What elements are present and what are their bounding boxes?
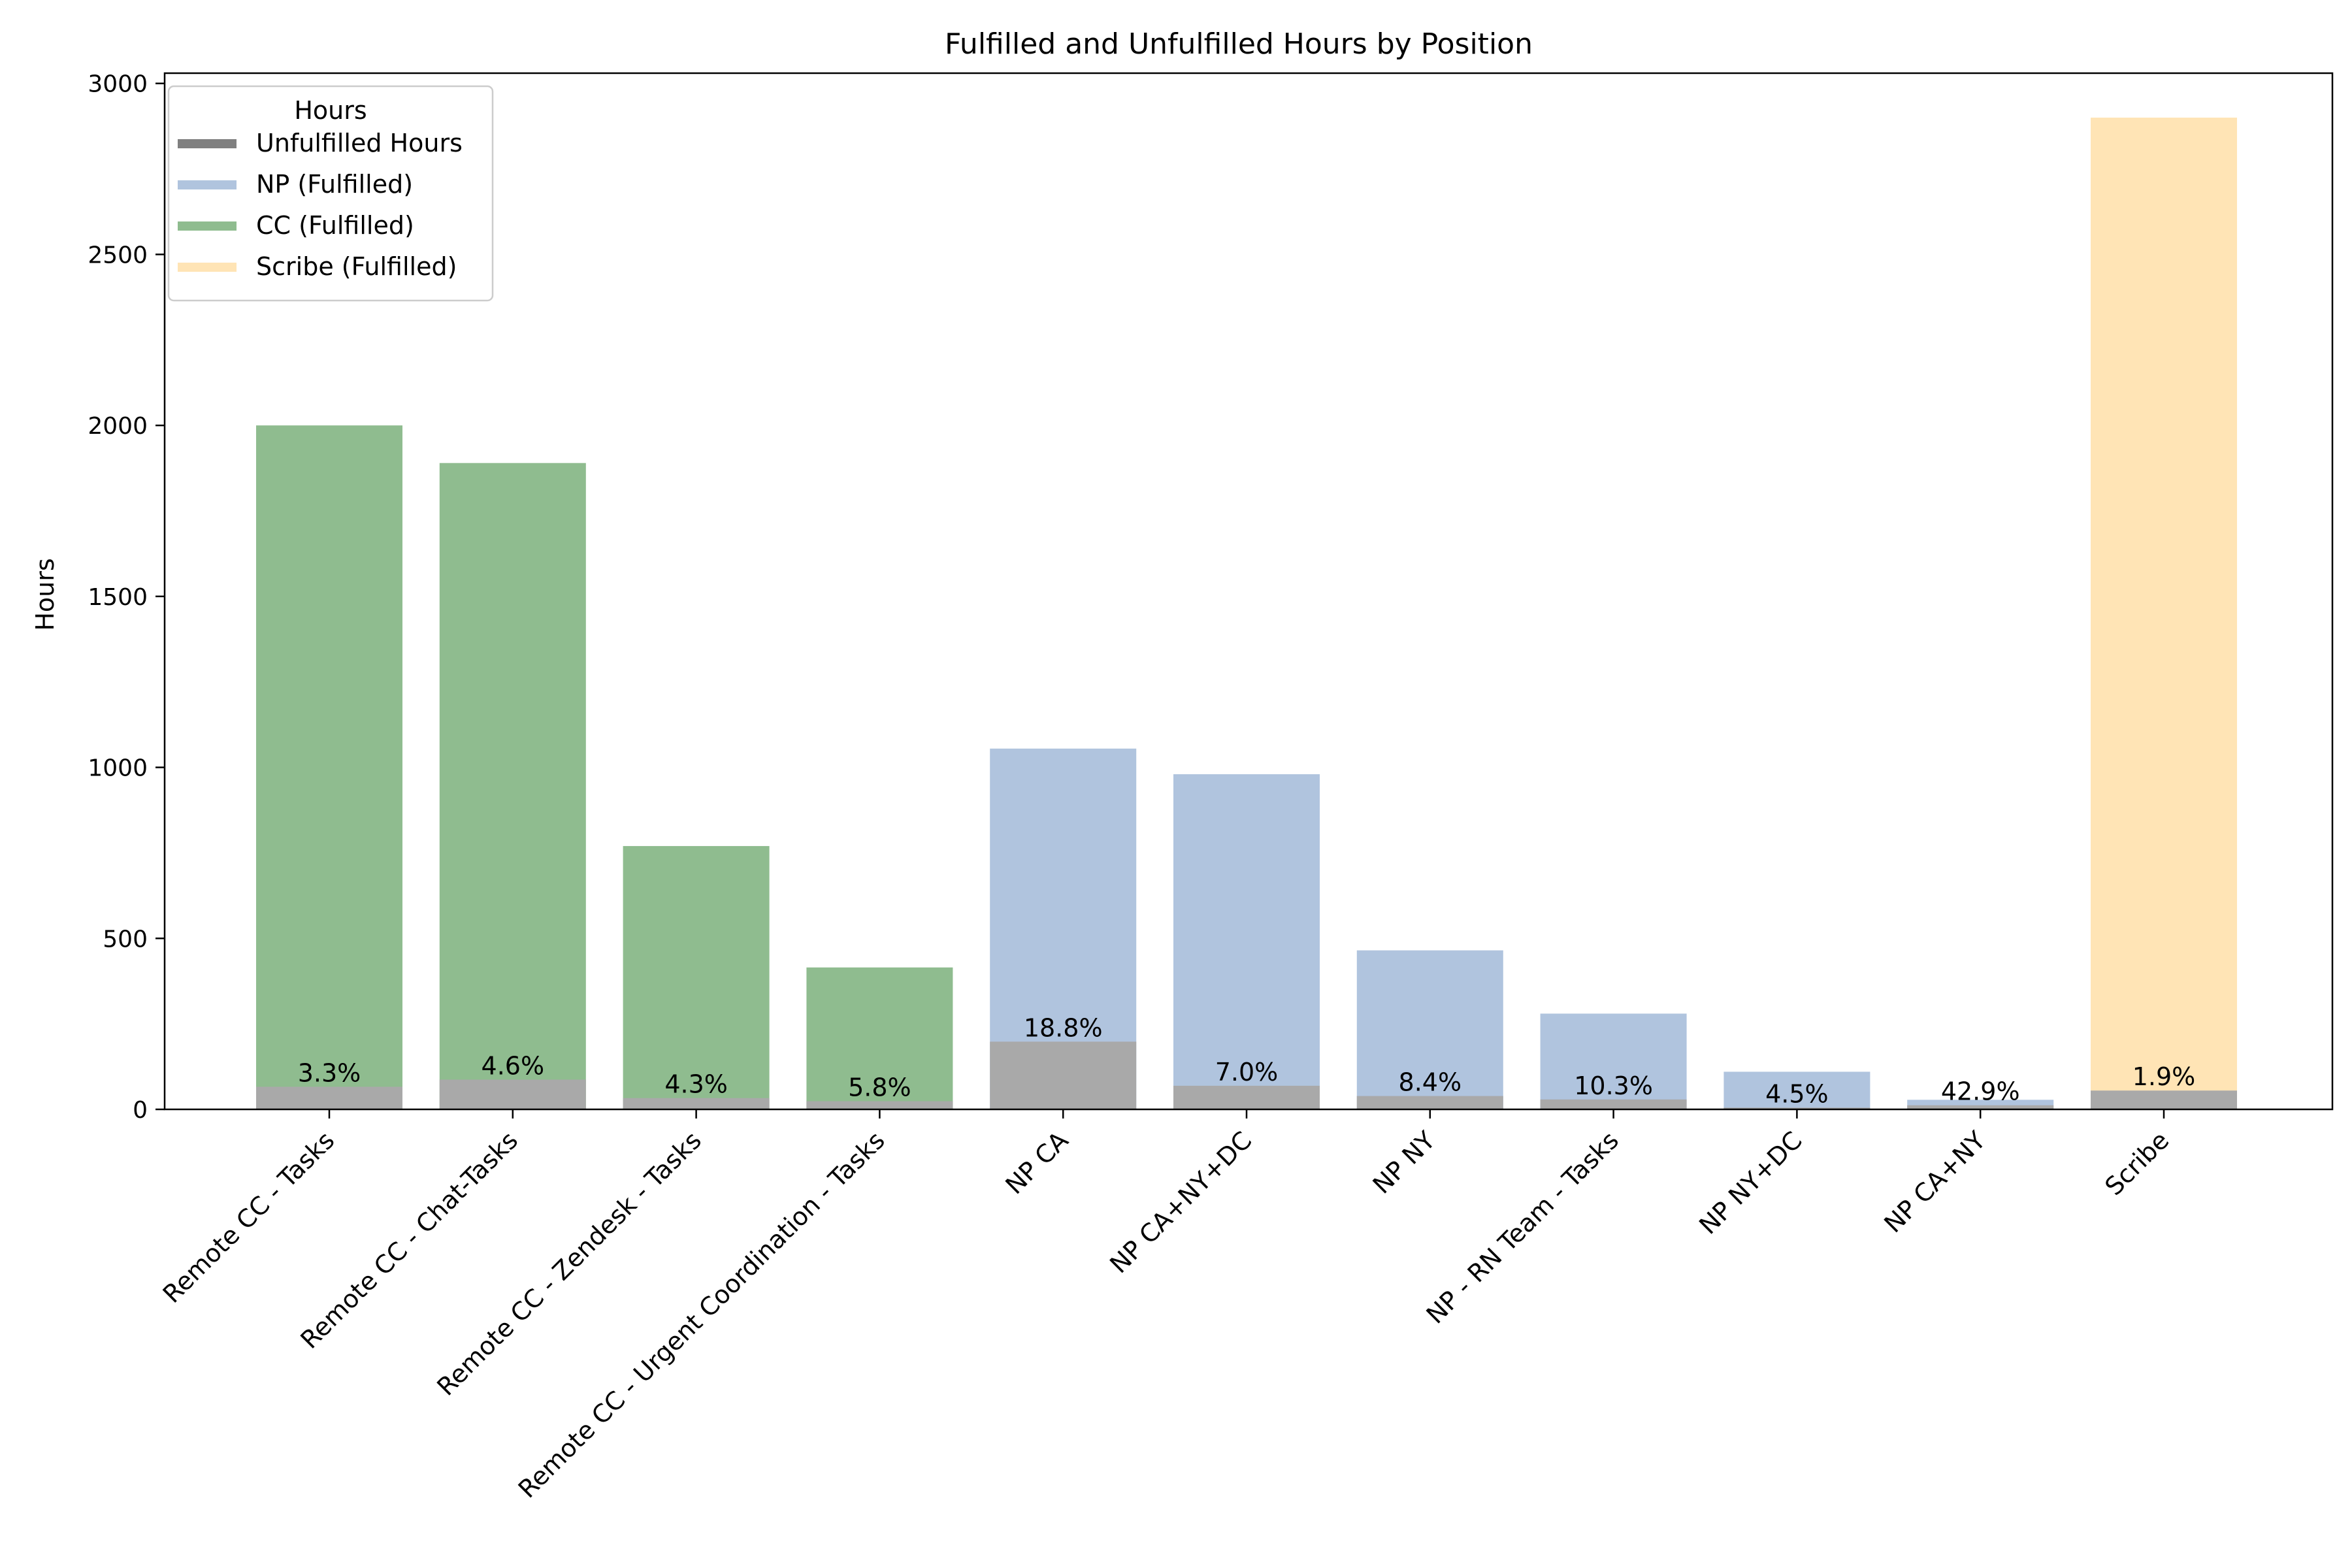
unfulfilled-bar — [439, 1079, 586, 1109]
unfulfilled-bar — [623, 1098, 770, 1109]
fulfilled-bar — [1173, 774, 1320, 1109]
percent-data-label: 4.3% — [664, 1070, 728, 1099]
fulfilled-bar — [623, 845, 770, 1109]
percent-data-label: 8.4% — [1399, 1068, 1462, 1097]
unfulfilled-bar — [1723, 1107, 1870, 1109]
unfulfilled-bar — [256, 1086, 402, 1109]
legend-title: Hours — [294, 96, 367, 125]
y-tick-label: 3000 — [88, 71, 148, 98]
fulfilled-bar — [439, 463, 586, 1109]
fulfilled-bar — [256, 425, 402, 1110]
percent-data-label: 5.8% — [848, 1073, 911, 1102]
fulfilled-bar — [1540, 1013, 1687, 1109]
x-tick-label: Remote CC - Urgent Coordination - Tasks — [513, 1126, 890, 1503]
legend-entry-label: Scribe (Fulfilled) — [256, 252, 457, 281]
y-axis-label: Hours — [31, 558, 59, 630]
y-tick-label: 2500 — [88, 242, 148, 269]
unfulfilled-bar — [2091, 1090, 2237, 1109]
y-tick-label: 2000 — [88, 413, 148, 440]
unfulfilled-bar — [1907, 1105, 2054, 1109]
chart-title: Fulfilled and Unfulfilled Hours by Posit… — [945, 27, 1533, 61]
percent-data-label: 3.3% — [298, 1058, 361, 1087]
percent-data-label: 4.6% — [482, 1051, 545, 1080]
y-tick-label: 1500 — [88, 584, 148, 611]
unfulfilled-bar — [1173, 1085, 1320, 1109]
legend-entry-label: NP (Fulfilled) — [256, 170, 413, 199]
legend-box — [167, 85, 494, 302]
legend: Hours Unfulfilled Hours NP (Fulfilled) CC (… — [167, 85, 494, 302]
unfulfilled-bar — [1540, 1099, 1687, 1109]
x-tick-label: NP NY+DC — [1693, 1126, 1807, 1239]
legend-entry-label: CC (Fulfilled) — [256, 211, 414, 240]
x-tick-label: Remote CC - Chat-Tasks — [295, 1126, 524, 1354]
x-tick-label: NP NY — [1367, 1126, 1441, 1200]
x-tick-label: NP - RN Team - Tasks — [1421, 1126, 1624, 1329]
fulfilled-bar — [2091, 118, 2237, 1110]
x-tick-label: NP CA — [1000, 1126, 1073, 1200]
x-tick-label: NP CA+NY+DC — [1104, 1126, 1257, 1279]
x-tick-label: Remote CC - Tasks — [157, 1126, 340, 1309]
percent-data-label: 18.8% — [1024, 1013, 1103, 1042]
unfulfilled-bar — [806, 1101, 953, 1109]
unfulfilled-bar — [1356, 1096, 1503, 1109]
percent-data-label: 42.9% — [1941, 1077, 2020, 1106]
plot-frame — [163, 72, 2334, 1111]
y-tick-label: 500 — [103, 926, 148, 953]
x-tick-label: NP CA+NY — [1878, 1126, 1991, 1239]
percent-data-label: 1.9% — [2132, 1062, 2196, 1091]
fulfilled-bar — [806, 967, 953, 1109]
percent-data-label: 7.0% — [1215, 1058, 1279, 1086]
y-tick-label: 0 — [133, 1097, 148, 1124]
x-tick-label: Scribe — [2099, 1126, 2174, 1201]
fulfilled-bar — [1356, 950, 1503, 1109]
percent-data-label: 10.3% — [1574, 1071, 1653, 1100]
unfulfilled-bar — [990, 1041, 1137, 1109]
percent-data-label: 4.5% — [1765, 1079, 1829, 1108]
y-tick-label: 1000 — [88, 755, 148, 782]
legend-entry-label: Unfulfilled Hours — [256, 129, 463, 157]
fulfilled-bar — [1723, 1071, 1870, 1109]
